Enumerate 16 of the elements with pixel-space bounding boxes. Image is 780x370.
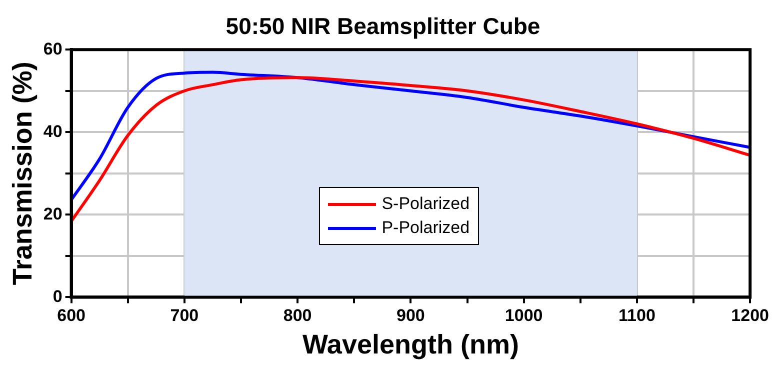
x-tick-label: 1100 — [618, 306, 656, 326]
x-tick-label: 1200 — [731, 306, 770, 326]
legend-label: S-Polarized — [382, 194, 470, 214]
x-axis-title: Wavelength (nm) — [302, 329, 519, 360]
y-axis-title: Transmission (%) — [8, 62, 38, 286]
x-tick-label: 900 — [396, 306, 425, 326]
x-tick-label: 700 — [170, 306, 199, 326]
y-tick-label: 60 — [43, 39, 62, 58]
chart-title: 50:50 NIR Beamsplitter Cube — [226, 13, 540, 40]
x-tick-label: 800 — [283, 306, 312, 326]
y-tick-label: 40 — [43, 122, 62, 141]
legend-label: P-Polarized — [382, 218, 470, 238]
x-tick-label: 1000 — [504, 306, 543, 326]
y-tick-label: 20 — [43, 204, 62, 224]
x-tick-label: 600 — [57, 306, 86, 326]
y-tick-label: 0 — [52, 286, 62, 306]
